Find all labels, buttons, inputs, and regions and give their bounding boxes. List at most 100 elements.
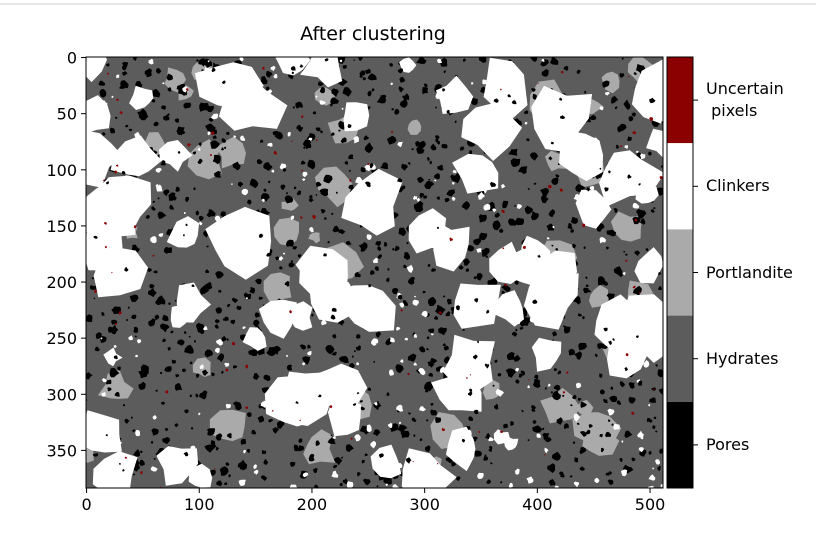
texture [552, 225, 555, 229]
texture [618, 123, 627, 131]
texture [344, 160, 348, 165]
texture [227, 432, 232, 439]
texture [544, 447, 549, 454]
texture [646, 417, 651, 423]
texture [155, 184, 159, 188]
texture [255, 229, 262, 234]
texture [290, 215, 295, 221]
texture [185, 223, 188, 227]
texture [422, 87, 429, 95]
texture [226, 131, 230, 135]
texture [224, 362, 230, 367]
texture [151, 428, 159, 436]
y-tick-label: 0 [67, 49, 77, 68]
texture [300, 57, 343, 88]
texture [319, 188, 325, 194]
texture [362, 77, 367, 81]
texture [367, 192, 371, 195]
texture [473, 409, 479, 415]
texture [150, 88, 161, 98]
texture [453, 105, 459, 111]
chart-title: After clustering [300, 23, 446, 45]
texture [631, 398, 636, 402]
texture [605, 472, 610, 476]
texture [375, 241, 382, 247]
texture [625, 253, 628, 256]
texture [212, 135, 217, 140]
texture [277, 420, 285, 429]
texture [579, 431, 587, 437]
texture [502, 267, 508, 275]
texture [631, 112, 636, 117]
texture [163, 246, 172, 254]
texture [241, 188, 249, 196]
texture [331, 212, 334, 215]
texture [273, 73, 278, 79]
texture [478, 431, 481, 433]
texture [603, 281, 609, 286]
x-tick-label: 500 [635, 495, 666, 514]
texture [118, 84, 125, 89]
texture [492, 384, 495, 387]
texture [230, 319, 236, 325]
texture [658, 387, 663, 395]
texture [357, 472, 361, 477]
texture [302, 356, 310, 365]
texture [529, 57, 538, 62]
texture [372, 429, 381, 437]
texture [599, 389, 606, 395]
texture [438, 311, 442, 315]
texture [271, 410, 274, 412]
texture [193, 187, 196, 191]
texture [407, 476, 414, 481]
texture [331, 470, 339, 478]
texture [98, 80, 106, 86]
texture [578, 152, 583, 157]
texture [554, 275, 562, 282]
texture [318, 81, 324, 86]
texture [570, 404, 573, 407]
texture [412, 460, 414, 463]
texture [301, 178, 306, 182]
texture [562, 394, 565, 397]
texture [107, 426, 113, 432]
texture [638, 447, 644, 453]
texture [567, 224, 573, 230]
texture [582, 315, 585, 320]
texture [404, 337, 408, 341]
texture [428, 296, 437, 306]
texture [508, 148, 518, 156]
texture [92, 453, 99, 457]
texture [327, 241, 330, 244]
texture [573, 193, 581, 202]
texture [133, 459, 141, 466]
texture [468, 416, 474, 421]
texture [608, 170, 612, 174]
texture [402, 93, 410, 100]
texture [139, 112, 149, 121]
texture [486, 309, 490, 314]
texture [302, 362, 306, 366]
texture [530, 88, 536, 92]
texture [239, 57, 244, 62]
texture [474, 169, 479, 173]
texture [284, 195, 294, 204]
texture [435, 366, 442, 372]
texture [511, 331, 518, 337]
texture [443, 295, 446, 298]
texture [340, 137, 347, 144]
texture [315, 440, 320, 446]
texture [210, 131, 215, 135]
texture [408, 412, 411, 415]
texture [260, 475, 268, 481]
texture [171, 196, 177, 201]
texture [225, 403, 231, 409]
texture [252, 373, 260, 380]
texture [291, 71, 294, 75]
texture [273, 217, 300, 247]
texture [577, 397, 582, 401]
texture [511, 100, 517, 105]
texture [188, 335, 191, 338]
texture [215, 347, 220, 354]
texture [102, 132, 106, 136]
